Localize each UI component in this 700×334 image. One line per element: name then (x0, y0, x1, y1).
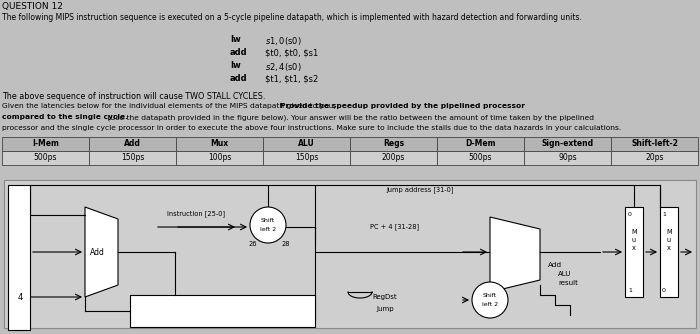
Text: M: M (631, 229, 637, 235)
Bar (611, 137, 698, 151)
Text: Sign-extend: Sign-extend (541, 139, 594, 148)
Bar (524, 151, 611, 165)
Text: 90ps: 90ps (558, 153, 577, 162)
Text: 0: 0 (662, 288, 666, 293)
Bar (437, 137, 524, 151)
Bar (524, 137, 611, 151)
Text: The above sequence of instruction will cause TWO STALL CYCLES.: The above sequence of instruction will c… (2, 92, 265, 101)
Text: (Use the datapath provided in the figure below). Your answer will be the ratio b: (Use the datapath provided in the figure… (105, 114, 594, 121)
Text: Given the latencies below for the individual elements of the MIPS datapath given: Given the latencies below for the indivi… (2, 103, 338, 109)
Text: lw: lw (230, 35, 241, 44)
Bar (2, 151, 89, 165)
Text: Jump address [31-0]: Jump address [31-0] (386, 187, 454, 193)
Text: add: add (230, 74, 248, 83)
Text: The following MIPS instruction sequence is executed on a 5-cycle pipeline datapa: The following MIPS instruction sequence … (2, 13, 582, 22)
Text: Regs: Regs (383, 139, 404, 148)
Bar (89, 151, 176, 165)
Text: lw: lw (230, 61, 241, 70)
Text: add: add (230, 48, 248, 57)
Bar (437, 151, 524, 165)
Text: $s2, 4($s0): $s2, 4($s0) (265, 61, 302, 73)
Text: result: result (558, 280, 578, 286)
Text: left 2: left 2 (260, 226, 276, 231)
Bar (350, 151, 437, 165)
Text: 20ps: 20ps (645, 153, 664, 162)
Text: Shift: Shift (483, 293, 497, 298)
Text: 1: 1 (628, 288, 632, 293)
Text: 26: 26 (248, 241, 258, 247)
Bar (8, 185, 30, 330)
Text: Jump: Jump (376, 306, 394, 312)
Text: ALU: ALU (298, 139, 315, 148)
Text: Instruction [25-0]: Instruction [25-0] (167, 211, 225, 217)
Text: Provide the speedup provided by the pipelined processor: Provide the speedup provided by the pipe… (280, 103, 525, 109)
Text: Shift: Shift (261, 217, 275, 222)
Circle shape (250, 207, 286, 243)
Text: x: x (667, 245, 671, 251)
Text: D-Mem: D-Mem (466, 139, 496, 148)
Bar (130, 295, 315, 327)
Text: compared to the single cycle.: compared to the single cycle. (2, 114, 128, 120)
Circle shape (472, 282, 508, 318)
Text: 500ps: 500ps (469, 153, 492, 162)
Bar (350, 137, 437, 151)
Text: M: M (666, 229, 672, 235)
Bar (625, 207, 643, 297)
Text: 1: 1 (662, 211, 666, 216)
Polygon shape (85, 207, 118, 297)
Text: $t0, $t0, $s1: $t0, $t0, $s1 (265, 48, 318, 57)
Text: u: u (632, 237, 636, 243)
Text: 150ps: 150ps (295, 153, 318, 162)
Bar (176, 137, 263, 151)
Text: processor and the single cycle processor in order to execute the above four inst: processor and the single cycle processor… (2, 125, 622, 131)
Text: 4: 4 (18, 293, 22, 302)
Text: $s1, 0($s0): $s1, 0($s0) (265, 35, 302, 47)
Bar (611, 151, 698, 165)
Text: Add: Add (548, 262, 562, 268)
Bar (2, 137, 89, 151)
Text: 150ps: 150ps (121, 153, 144, 162)
Text: 200ps: 200ps (382, 153, 405, 162)
Text: left 2: left 2 (482, 302, 498, 307)
Text: Add: Add (124, 139, 141, 148)
Bar (176, 151, 263, 165)
Text: PC + 4 [31-28]: PC + 4 [31-28] (370, 224, 419, 230)
Text: Mux: Mux (211, 139, 229, 148)
Text: QUESTION 12: QUESTION 12 (2, 2, 63, 11)
Text: 100ps: 100ps (208, 153, 231, 162)
Text: ALU: ALU (558, 271, 571, 277)
Text: 0: 0 (628, 211, 632, 216)
Bar (263, 151, 350, 165)
Text: RegDst: RegDst (372, 294, 398, 300)
Text: 28: 28 (281, 241, 290, 247)
Text: 500ps: 500ps (34, 153, 57, 162)
Text: u: u (667, 237, 671, 243)
Text: $t1, $t1, $s2: $t1, $t1, $s2 (265, 74, 318, 83)
Polygon shape (490, 217, 540, 292)
Bar (660, 207, 678, 297)
Bar (263, 137, 350, 151)
Bar (89, 137, 176, 151)
Text: x: x (632, 245, 636, 251)
Text: Add: Add (90, 247, 104, 257)
Text: Shift-left-2: Shift-left-2 (631, 139, 678, 148)
Text: I-Mem: I-Mem (32, 139, 59, 148)
